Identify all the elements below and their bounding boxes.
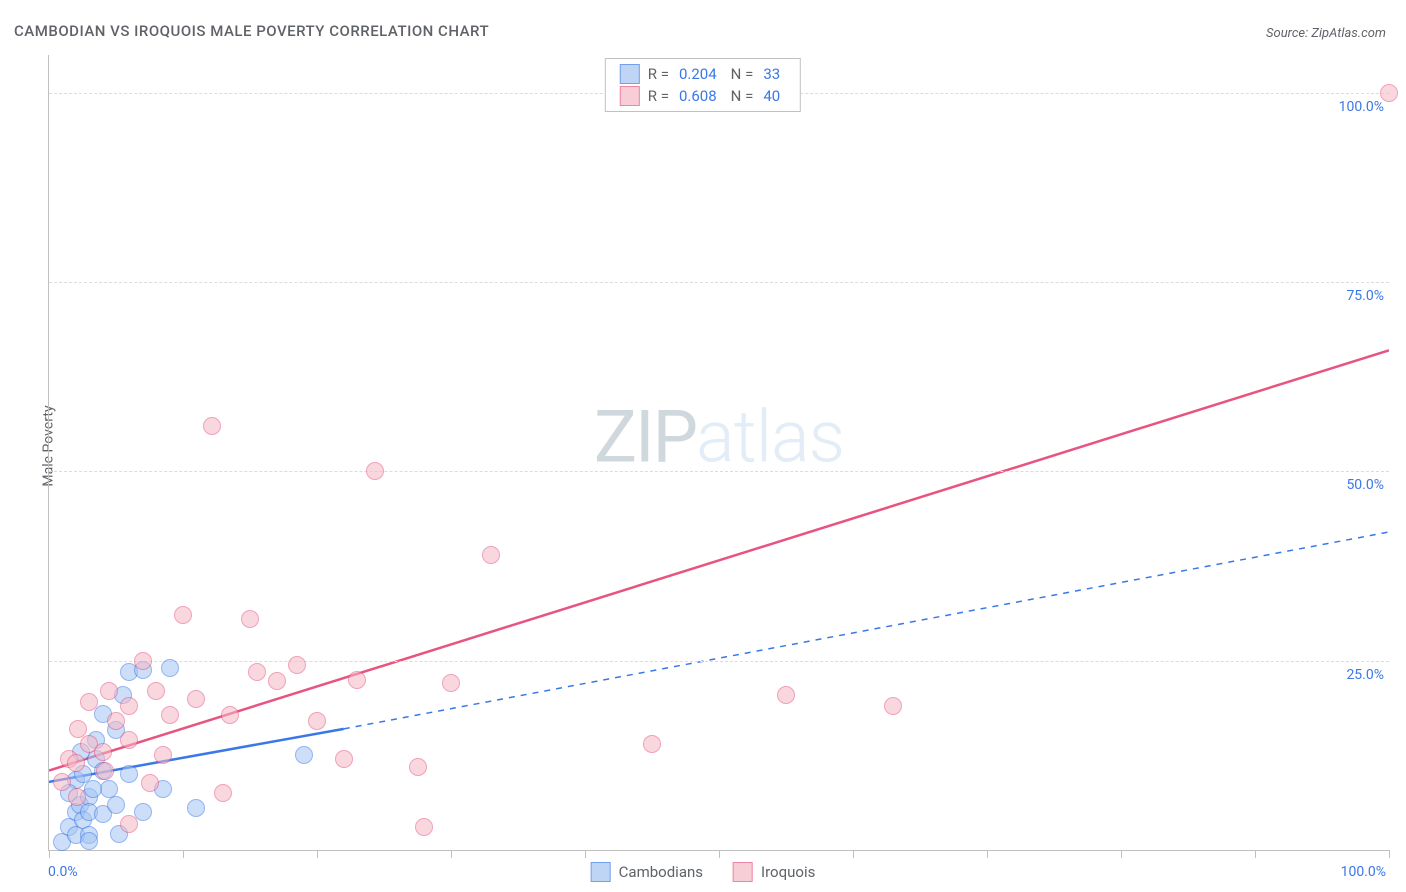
scatter-point <box>248 663 266 681</box>
y-tick-label: 75.0% <box>1346 288 1384 304</box>
legend-series-label: Cambodians <box>619 863 703 881</box>
x-tick <box>1255 850 1256 858</box>
scatter-point <box>69 720 87 738</box>
scatter-point <box>221 706 239 724</box>
y-tick-label: 100.0% <box>1339 99 1384 115</box>
scatter-point <box>120 731 138 749</box>
scatter-point <box>241 610 259 628</box>
scatter-point <box>120 765 138 783</box>
r-value: 0.608 <box>679 85 717 107</box>
legend-stat-row: R = 0.608 N = 40 <box>620 85 786 107</box>
x-tick <box>451 850 452 858</box>
scatter-point <box>120 815 138 833</box>
scatter-point <box>53 773 71 791</box>
legend-series: Cambodians Iroquois <box>591 862 816 882</box>
scatter-point <box>100 682 118 700</box>
y-tick-label: 50.0% <box>1346 477 1384 493</box>
x-tick <box>987 850 988 858</box>
watermark-zip: ZIP <box>594 394 696 479</box>
r-label: R = <box>648 85 669 107</box>
scatter-point <box>415 818 433 836</box>
scatter-point <box>288 656 306 674</box>
scatter-point <box>777 686 795 704</box>
scatter-point <box>174 606 192 624</box>
legend-swatch <box>591 862 611 882</box>
legend-swatch <box>620 86 640 106</box>
legend-stat-row: R = 0.204 N = 33 <box>620 63 786 85</box>
scatter-point <box>141 774 159 792</box>
scatter-point <box>80 693 98 711</box>
legend-stats: R = 0.204 N = 33 R = 0.608 N = 40 <box>605 58 801 112</box>
gridline <box>49 471 1389 472</box>
scatter-point <box>442 674 460 692</box>
legend-swatch <box>733 862 753 882</box>
n-value: 40 <box>763 85 780 107</box>
scatter-point <box>107 796 125 814</box>
x-tick <box>1121 850 1122 858</box>
scatter-point <box>68 788 86 806</box>
regression-lines <box>49 55 1389 850</box>
scatter-point <box>161 706 179 724</box>
scatter-point <box>203 417 221 435</box>
scatter-point <box>187 690 205 708</box>
scatter-point <box>884 697 902 715</box>
x-max-label: 100.0% <box>1341 864 1386 880</box>
source-label: Source: ZipAtlas.com <box>1266 26 1386 41</box>
x-tick <box>585 850 586 858</box>
scatter-point <box>348 671 366 689</box>
gridline <box>49 661 1389 662</box>
scatter-point <box>134 652 152 670</box>
chart-container: CAMBODIAN VS IROQUOIS MALE POVERTY CORRE… <box>0 0 1406 892</box>
watermark-atlas: atlas <box>696 394 844 479</box>
legend-series-item: Iroquois <box>733 862 815 882</box>
scatter-point <box>295 746 313 764</box>
scatter-point <box>120 697 138 715</box>
x-tick <box>183 850 184 858</box>
x-min-label: 0.0% <box>48 864 78 880</box>
x-tick <box>853 850 854 858</box>
scatter-point <box>643 735 661 753</box>
legend-series-label: Iroquois <box>761 863 815 881</box>
legend-series-item: Cambodians <box>591 862 703 882</box>
scatter-point <box>335 750 353 768</box>
y-tick-label: 25.0% <box>1346 667 1384 683</box>
x-tick <box>317 850 318 858</box>
scatter-point <box>482 546 500 564</box>
n-value: 33 <box>763 63 780 85</box>
scatter-point <box>308 712 326 730</box>
n-label: N = <box>731 85 754 107</box>
scatter-point <box>67 754 85 772</box>
watermark: ZIPatlas <box>594 394 844 479</box>
scatter-point <box>409 758 427 776</box>
plot-area: ZIPatlas <box>48 55 1389 851</box>
scatter-point <box>161 659 179 677</box>
n-label: N = <box>731 63 754 85</box>
chart-title: CAMBODIAN VS IROQUOIS MALE POVERTY CORRE… <box>14 22 489 40</box>
scatter-point <box>366 462 384 480</box>
r-value: 0.204 <box>679 63 717 85</box>
scatter-point <box>94 743 112 761</box>
scatter-point <box>268 672 286 690</box>
r-label: R = <box>648 63 669 85</box>
scatter-point <box>214 784 232 802</box>
scatter-point <box>147 682 165 700</box>
legend-swatch <box>620 64 640 84</box>
scatter-point <box>154 746 172 764</box>
x-tick <box>719 850 720 858</box>
scatter-point <box>187 799 205 817</box>
x-tick <box>49 850 50 858</box>
scatter-point <box>96 762 114 780</box>
scatter-point <box>84 780 102 798</box>
x-tick <box>1389 850 1390 858</box>
scatter-point <box>107 712 125 730</box>
gridline <box>49 282 1389 283</box>
scatter-point <box>80 832 98 850</box>
